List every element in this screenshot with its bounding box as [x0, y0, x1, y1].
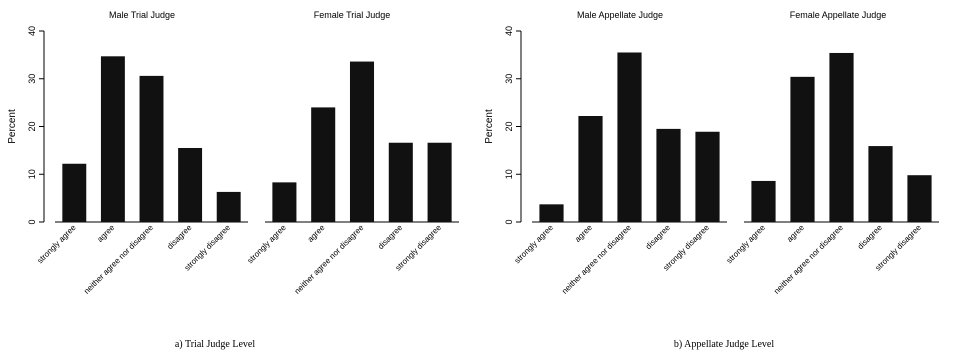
- x-tick-label: agree: [306, 223, 327, 244]
- y-tick-label: 30: [27, 74, 37, 84]
- x-tick-label: strongly agree: [35, 223, 78, 266]
- y-tick-label: 20: [27, 121, 37, 131]
- panel: Female Trial Judge strongly agree agreenei…: [246, 10, 459, 296]
- y-axis-label: Percent: [484, 109, 495, 144]
- bar: [656, 128, 681, 222]
- bar: [751, 180, 776, 222]
- x-tick-label: agree: [573, 223, 594, 244]
- panel-title: Male Appellate Judge: [577, 10, 663, 20]
- bar: [178, 147, 203, 222]
- panel: Male Trial Judge strongly agree agreeneith…: [35, 10, 248, 296]
- y-tick-label: 20: [504, 121, 514, 131]
- bar: [790, 76, 815, 222]
- bar: [695, 131, 720, 222]
- x-tick-label: disagree: [644, 223, 672, 251]
- panel: Female Appellate Judge strongly agree agre…: [725, 10, 939, 296]
- y-tick-label: 30: [504, 74, 514, 84]
- x-tick-label: disagree: [376, 223, 404, 251]
- bar: [349, 61, 375, 223]
- y-axis-label: Percent: [7, 109, 18, 144]
- chart-appellate: 0 10 20 30 40 Percent Male Appellate Judge stro…: [484, 10, 939, 350]
- bar: [139, 75, 164, 222]
- x-tick-label: disagree: [856, 223, 884, 251]
- bar: [427, 142, 452, 222]
- y-tick-label: 40: [504, 26, 514, 36]
- panel-title: Female Trial Judge: [314, 10, 391, 20]
- y-tick-label: 10: [504, 169, 514, 179]
- x-tick-label: strongly agree: [246, 223, 289, 266]
- bar: [272, 182, 297, 222]
- x-tick-label: neither agree nor disagree: [772, 223, 845, 296]
- y-tick-label: 0: [27, 219, 37, 224]
- chart-trial: 0 10 20 30 40 Percent Male Trial Judge strongly…: [7, 10, 459, 350]
- figure-caption: b) Appellate Judge Level: [674, 339, 774, 350]
- panel: Male Appellate Judge strongly agree agreen…: [513, 10, 727, 296]
- bar: [907, 175, 932, 222]
- bar: [216, 191, 241, 222]
- bar: [388, 142, 413, 222]
- y-tick-label: 40: [27, 26, 37, 36]
- bar: [868, 146, 893, 222]
- bar: [539, 204, 564, 222]
- bar: [578, 115, 603, 222]
- x-tick-label: agree: [95, 223, 116, 244]
- bar: [100, 56, 125, 223]
- bar: [829, 52, 854, 223]
- x-tick-label: neither agree nor disagree: [293, 223, 366, 296]
- x-tick-label: neither agree nor disagree: [560, 223, 633, 296]
- x-tick-label: neither agree nor disagree: [82, 223, 155, 296]
- y-tick-label: 0: [504, 219, 514, 224]
- x-tick-label: agree: [785, 223, 806, 244]
- bar: [62, 163, 87, 222]
- panel-title: Female Appellate Judge: [790, 10, 887, 20]
- bar: [617, 52, 642, 222]
- x-tick-label: disagree: [165, 223, 193, 251]
- bar: [311, 107, 336, 222]
- x-tick-label: strongly agree: [513, 223, 556, 266]
- y-tick-label: 10: [27, 169, 37, 179]
- panel-title: Male Trial Judge: [109, 10, 175, 20]
- x-tick-label: strongly agree: [725, 223, 768, 266]
- figure-caption: a) Trial Judge Level: [175, 339, 255, 350]
